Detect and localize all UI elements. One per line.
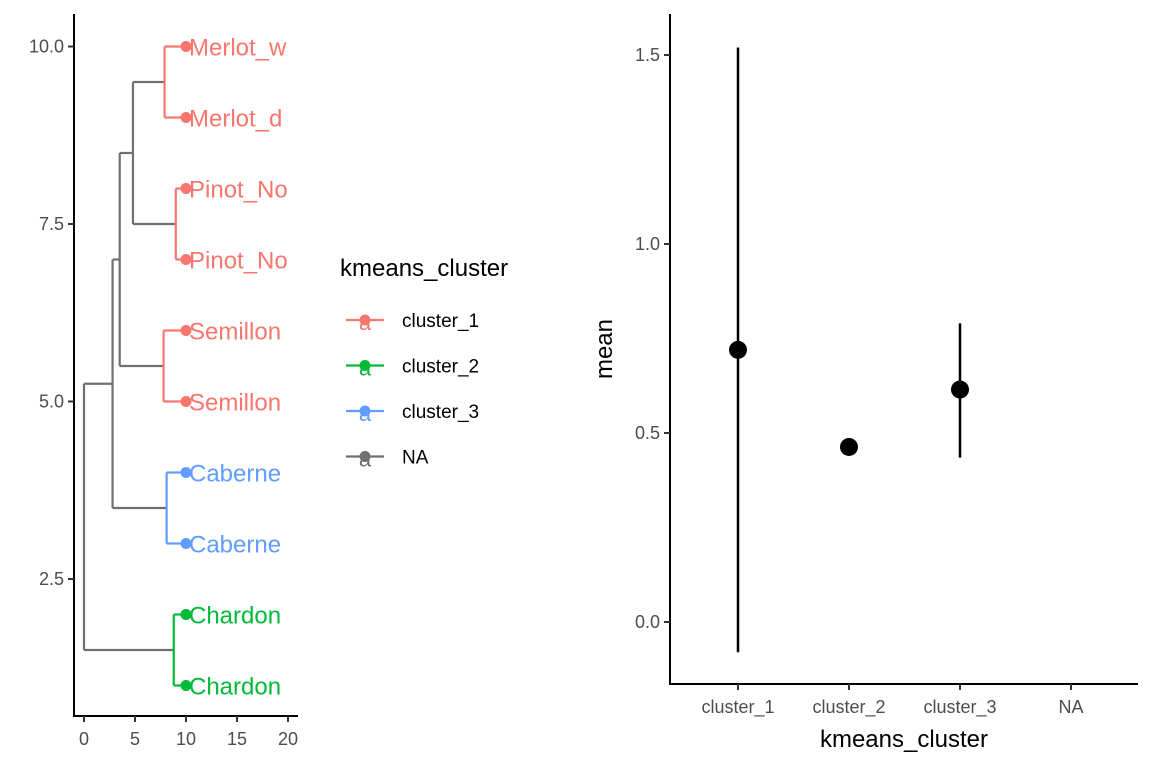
tip-label: Caberne xyxy=(189,532,281,559)
legend-key-point xyxy=(359,314,371,326)
dendrogram-tips: Merlot_w Merlot_d Pinot_No Pinot_No Semillon… xyxy=(180,35,288,701)
pointrange-panel: 0.0 0.5 1.0 1.5 cluster_1 cluster_2 cluster_3 N… xyxy=(591,14,1138,753)
tip-label: Merlot_d xyxy=(189,106,282,133)
tip-label: Chardon xyxy=(189,603,281,630)
x-axis-title: kmeans_cluster xyxy=(820,726,988,753)
tip-point xyxy=(180,680,192,691)
tip-point xyxy=(180,183,192,194)
y-tick-label: 7.5 xyxy=(39,214,64,234)
x-tick-label: NA xyxy=(1058,697,1083,717)
legend-key-glyph: a xyxy=(359,356,372,381)
legend-key-glyph: a xyxy=(359,447,372,472)
y-tick-label: 2.5 xyxy=(39,569,64,589)
y-tick-label: 1.0 xyxy=(635,234,660,254)
mean-point-cluster_3 xyxy=(951,380,969,399)
tip-label: Semillon xyxy=(189,319,281,346)
legend-key-point xyxy=(359,360,371,371)
tip-label: Pinot_No xyxy=(189,248,288,275)
legend-key-point xyxy=(359,451,371,462)
mean-point-cluster_2 xyxy=(840,437,858,456)
y-tick-label: 0.0 xyxy=(635,612,660,632)
dendrogram-edges xyxy=(82,45,186,687)
x-tick-label: cluster_2 xyxy=(812,697,885,718)
y-tick-label: 10.0 xyxy=(29,37,64,57)
legend-key-point xyxy=(359,405,371,417)
tip-point xyxy=(180,325,192,336)
mean-point-cluster_1 xyxy=(729,340,747,359)
tip-point xyxy=(180,41,192,52)
tip-label: Merlot_w xyxy=(189,35,287,62)
legend-key-glyph: a xyxy=(359,310,372,335)
x-tick-label: cluster_3 xyxy=(923,697,996,718)
legend-label: cluster_1 xyxy=(402,311,479,332)
x-tick-label: cluster_1 xyxy=(701,697,774,718)
tip-label: Caberne xyxy=(189,461,281,488)
tip-point xyxy=(180,609,192,620)
tip-point xyxy=(180,467,192,478)
y-tick-label: 1.5 xyxy=(635,45,660,65)
pointrange-axes: 0.0 0.5 1.0 1.5 cluster_1 cluster_2 cluster_3 N… xyxy=(635,14,1138,718)
tip-point xyxy=(180,538,192,549)
tip-point xyxy=(180,254,192,265)
y-tick-label: 5.0 xyxy=(39,392,64,412)
legend-title: kmeans_cluster xyxy=(340,255,508,282)
legend-items: a cluster_1a cluster_2a cluster_3a NA xyxy=(346,310,479,472)
x-tick-label: 10 xyxy=(176,729,196,749)
legend-label: cluster_2 xyxy=(402,357,479,378)
tip-label: Chardon xyxy=(189,674,281,701)
legend: kmeans_cluster a cluster_1a cluster_2a clus… xyxy=(340,255,508,472)
dendrogram-panel: Merlot_w Merlot_d Pinot_No Pinot_No Semillon… xyxy=(29,14,298,749)
y-axis-title: mean xyxy=(591,319,618,379)
x-tick-label: 5 xyxy=(130,729,140,749)
legend-label: NA xyxy=(402,448,429,469)
dendrogram-axes: 2.5 5.0 7.5 10.0 0 5 10 15 20 xyxy=(29,14,298,749)
tip-label: Pinot_No xyxy=(189,177,288,204)
legend-key-glyph: a xyxy=(359,401,372,426)
tip-point xyxy=(180,112,192,123)
x-tick-label: 15 xyxy=(227,729,247,749)
y-tick-label: 0.5 xyxy=(635,423,660,443)
x-tick-label: 20 xyxy=(278,729,298,749)
tip-point xyxy=(180,396,192,407)
pointrange-marks xyxy=(729,47,969,653)
tip-label: Semillon xyxy=(189,390,281,417)
x-tick-label: 0 xyxy=(79,729,89,749)
legend-label: cluster_3 xyxy=(402,402,479,423)
